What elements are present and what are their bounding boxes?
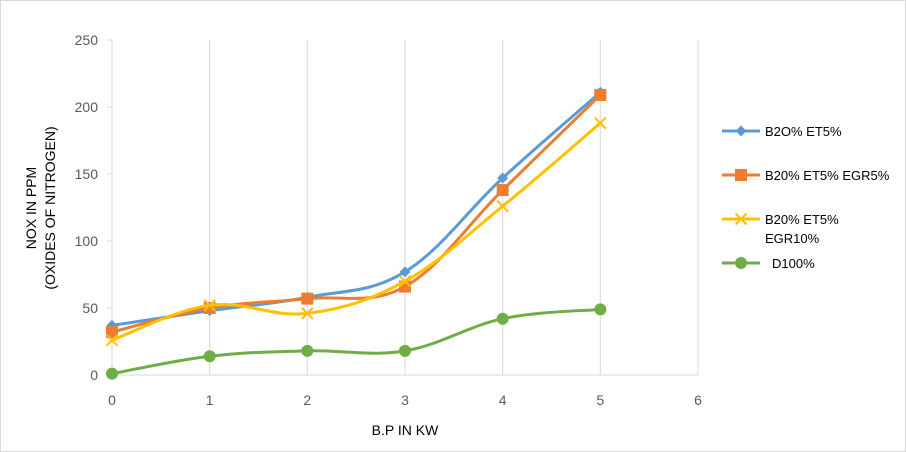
series-4 [106, 303, 607, 380]
legend-entry-2: B20% ET5% EGR5% [722, 168, 890, 183]
legend-label: D100% [772, 256, 815, 271]
y-axis-title-line1: NOX IN PPM [23, 167, 39, 249]
data-point [105, 333, 119, 347]
data-point [106, 326, 118, 339]
data-point-stroke [496, 199, 509, 213]
legend-label: B2O% ET5% [765, 124, 842, 139]
y-tick-label: 200 [75, 99, 99, 115]
x-tick-label: 6 [694, 392, 702, 408]
legend-label: B20% ET5% [765, 212, 839, 227]
data-point [594, 303, 607, 316]
data-point [497, 172, 509, 184]
axes [107, 39, 698, 376]
data-point [301, 292, 314, 305]
series-lines [105, 86, 607, 380]
y-tick-label: 150 [75, 166, 99, 182]
legend: B2O% ET5% B20% ET5% EGR5% B20% ET5% EGR10% D… [722, 124, 890, 271]
x-tick-label: 4 [499, 392, 507, 408]
x-tick-label: 5 [596, 392, 604, 408]
series-3 [105, 116, 607, 347]
data-point [496, 184, 509, 197]
tick-labels: 0 1 2 3 4 5 6 0 50 100 150 200 250 [75, 32, 702, 408]
data-point [203, 299, 216, 312]
legend-marker-stroke [734, 212, 748, 226]
legend-label: B20% ET5% EGR5% [765, 168, 890, 183]
legend-marker [734, 212, 748, 226]
legend-marker [735, 169, 747, 181]
legend-marker [735, 125, 747, 137]
data-point-stroke [105, 333, 119, 347]
legend-marker [735, 257, 747, 269]
data-point [301, 344, 314, 357]
legend-entry-4: D100% [722, 256, 815, 271]
y-axis-title-line2: (OXIDES OF NITROGEN) [42, 126, 58, 289]
data-point-stroke [594, 116, 607, 130]
legend-entry-1: B2O% ET5% [722, 124, 842, 139]
legend-entry-3: B20% ET5% EGR10% [722, 212, 839, 246]
data-point [594, 116, 607, 130]
y-tick-label: 250 [75, 32, 99, 48]
x-tick-label: 1 [206, 392, 214, 408]
data-point-stroke [301, 307, 314, 320]
data-point [399, 344, 411, 357]
data-point [106, 367, 118, 380]
data-point [496, 312, 509, 325]
grid-lines [209, 40, 699, 375]
data-point-stroke [398, 274, 412, 288]
data-point [594, 88, 607, 101]
data-point [301, 307, 314, 320]
x-tick-label: 2 [303, 392, 311, 408]
y-tick-label: 50 [82, 300, 98, 316]
x-tick-label: 0 [108, 392, 116, 408]
data-point [203, 350, 216, 363]
data-point [399, 266, 411, 278]
series-line [110, 90, 602, 327]
series-line [110, 307, 602, 376]
x-axis-title: B.P IN KW [372, 422, 439, 438]
legend-label: EGR10% [765, 231, 820, 246]
y-tick-label: 0 [90, 367, 98, 383]
series-line [110, 93, 602, 334]
series-2 [106, 88, 607, 339]
data-point [398, 274, 412, 288]
series-line [110, 121, 602, 342]
x-tick-label: 3 [401, 392, 409, 408]
data-point [496, 199, 509, 213]
y-tick-label: 100 [75, 233, 99, 249]
data-point-stroke [203, 299, 216, 312]
series-1 [106, 86, 606, 331]
